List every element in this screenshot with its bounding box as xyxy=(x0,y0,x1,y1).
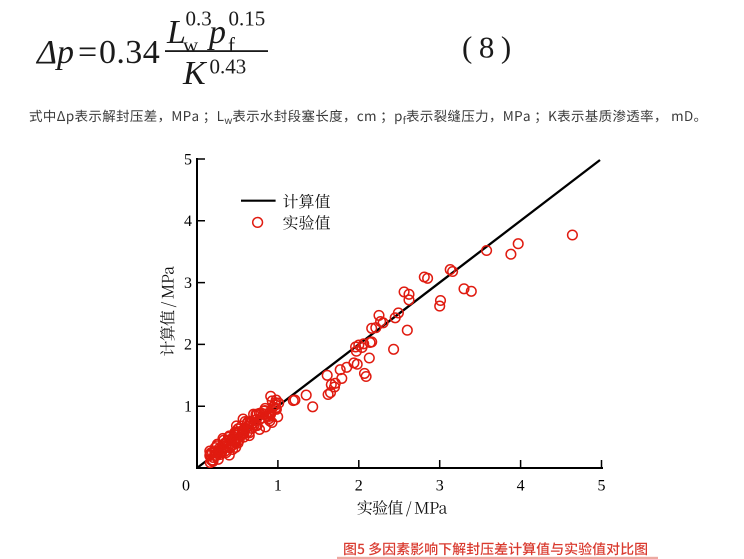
svg-text:3: 3 xyxy=(184,275,192,292)
svg-text:f: f xyxy=(228,33,235,57)
svg-text:K: K xyxy=(182,55,208,92)
svg-text:1: 1 xyxy=(274,478,282,495)
svg-text:(8): (8) xyxy=(462,30,518,65)
svg-text:0: 0 xyxy=(182,478,190,495)
svg-text:4: 4 xyxy=(517,478,525,495)
svg-text:3: 3 xyxy=(436,478,444,495)
svg-text:0.15: 0.15 xyxy=(229,7,266,31)
svg-text:5: 5 xyxy=(598,478,606,495)
svg-text:2: 2 xyxy=(355,478,363,495)
svg-text:0.43: 0.43 xyxy=(210,55,247,79)
svg-text:0.3: 0.3 xyxy=(186,7,212,31)
svg-text:1: 1 xyxy=(184,399,192,416)
svg-text:0.34: 0.34 xyxy=(99,34,160,71)
svg-text:Δp: Δp xyxy=(35,34,74,71)
svg-text:w: w xyxy=(183,33,199,57)
svg-text:5: 5 xyxy=(184,151,192,168)
svg-text:L: L xyxy=(166,14,186,51)
svg-text:=: = xyxy=(78,34,97,71)
svg-text:p: p xyxy=(207,14,226,51)
svg-text:2: 2 xyxy=(184,337,192,354)
svg-text:4: 4 xyxy=(184,213,192,230)
